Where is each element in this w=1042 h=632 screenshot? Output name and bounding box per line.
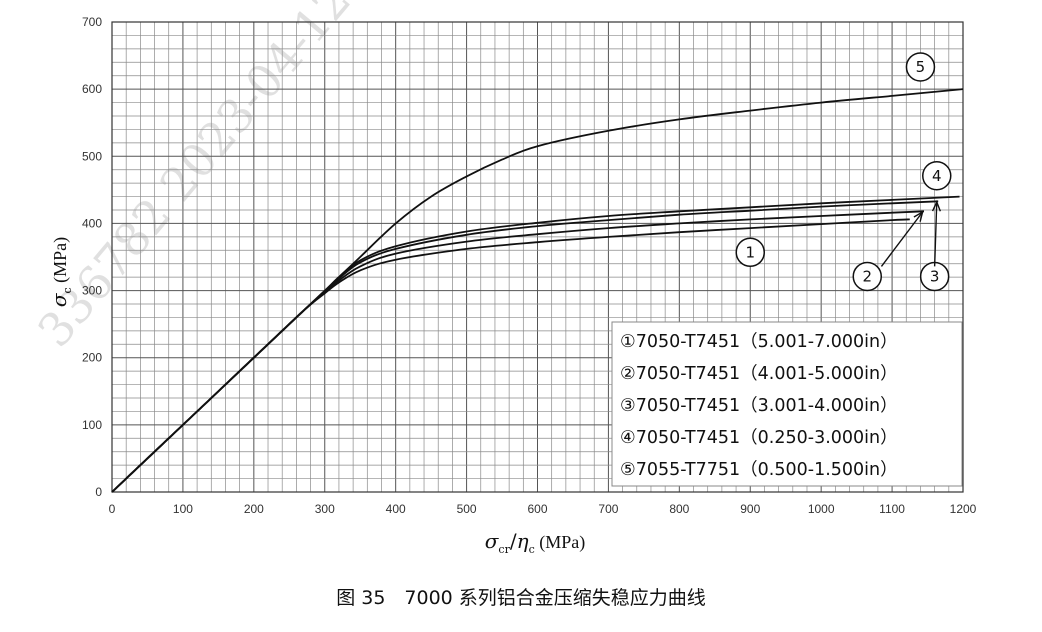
legend: ①7050-T7451（5.001-7.000in） ②7050-T7451（4…	[611, 321, 963, 487]
x-tick-label: 900	[740, 502, 760, 516]
arrow-head	[913, 210, 924, 222]
curve-marker-label: 2	[862, 267, 872, 285]
legend-item-2: ②7050-T7451（4.001-5.000in）	[620, 364, 898, 384]
plot-frame	[111, 21, 964, 493]
x-tick-label: 0	[109, 502, 116, 516]
curve-markers: 1 2 3 4 5	[735, 52, 952, 292]
plot-border	[111, 21, 964, 493]
x-axis-title: σcr/ηc (MPa)	[485, 529, 585, 556]
y-tick-label: 300	[82, 284, 102, 298]
curve-marker-4: 4	[922, 161, 952, 191]
arrow-head	[931, 200, 942, 212]
arrow-shaft	[933, 201, 938, 267]
curve-marker-label: 4	[932, 167, 942, 185]
arrow-marker-2	[880, 210, 924, 267]
x-tick-label: 1100	[879, 502, 905, 516]
curve-marker-label: 5	[916, 58, 926, 76]
x-axis-ticks: 0 100 200 300 400 500 600 700 800 900 1000 1100 1200	[109, 502, 977, 516]
x-tick-label: 500	[457, 502, 477, 516]
x-tick-label: 300	[315, 502, 335, 516]
x-tick-label: 800	[669, 502, 689, 516]
x-tick-label: 700	[598, 502, 618, 516]
y-tick-label: 500	[82, 149, 102, 163]
curve-marker-2: 2	[852, 261, 883, 292]
curve-marker-circle	[735, 237, 765, 268]
x-tick-label: 1000	[808, 502, 835, 516]
legend-item-4: ④7050-T7451（0.250-3.000in）	[620, 428, 898, 448]
x-tick-label: 1200	[950, 502, 977, 516]
curve-marker-1: 1	[735, 237, 765, 268]
y-tick-label: 0	[95, 485, 102, 499]
figure-caption: 图 35 7000 系列铝合金压缩失稳应力曲线	[336, 587, 706, 609]
curve-marker-label: 3	[930, 267, 940, 285]
chart: 336782 2023-04-12 0 100 200 300 400 500 600 700…	[27, 0, 977, 556]
y-tick-label: 200	[82, 351, 102, 365]
x-tick-label: 200	[244, 502, 264, 516]
marker-arrows	[880, 200, 942, 267]
series-line-5	[111, 88, 964, 493]
curve-marker-circle	[905, 52, 936, 82]
x-tick-label: 400	[386, 502, 406, 516]
y-axis-ticks: 0 100 200 300 400 500 600 700	[82, 15, 102, 499]
x-tick-label: 100	[173, 502, 193, 516]
curve-marker-label: 1	[745, 243, 755, 261]
legend-item-3: ③7050-T7451（3.001-4.000in）	[620, 396, 898, 416]
arrow-shaft	[880, 211, 924, 267]
x-tick-label: 600	[527, 502, 547, 516]
y-tick-label: 700	[82, 15, 102, 29]
y-tick-label: 100	[82, 418, 102, 432]
legend-item-1: ①7050-T7451（5.001-7.000in）	[620, 332, 898, 352]
curve-marker-circle	[922, 161, 952, 191]
legend-box	[611, 321, 963, 487]
arrow-marker-3	[931, 200, 942, 267]
legend-item-5: ⑤7055-T7751（0.500-1.500in）	[620, 460, 898, 480]
curve-marker-circle	[852, 261, 883, 292]
y-tick-label: 600	[82, 82, 102, 96]
y-tick-label: 400	[82, 216, 102, 230]
y-axis-title: σc (MPa)	[47, 237, 74, 307]
curve-marker-3: 3	[919, 261, 950, 292]
curve-marker-5: 5	[905, 52, 936, 82]
grid	[111, 21, 964, 493]
series-lines	[111, 88, 964, 493]
